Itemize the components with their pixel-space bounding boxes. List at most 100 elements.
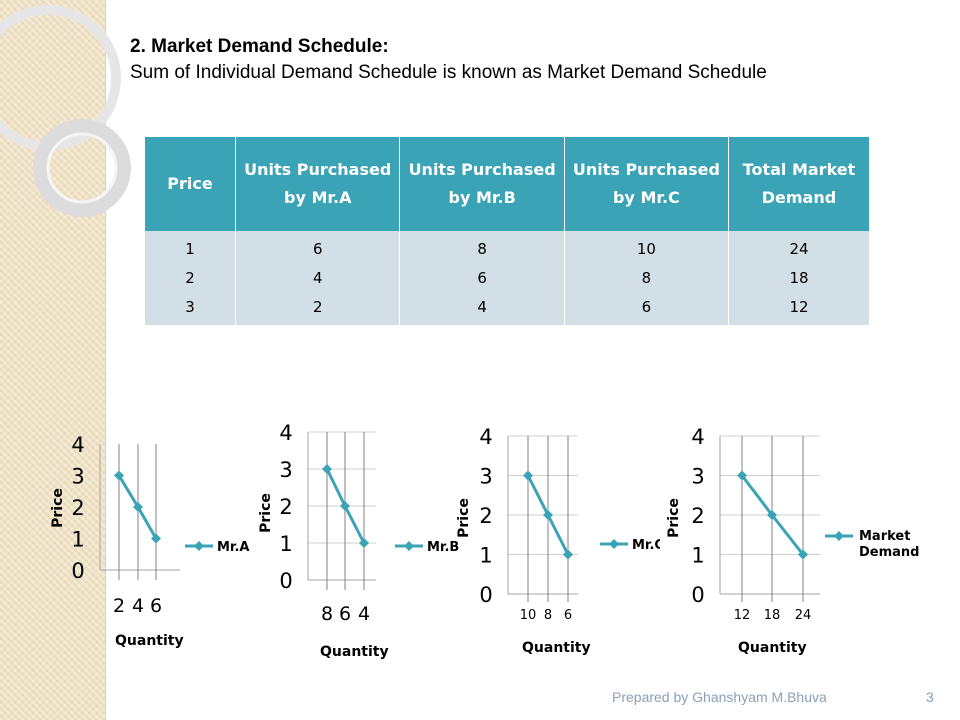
data-point bbox=[798, 549, 808, 560]
cell-value: 24 bbox=[789, 239, 809, 258]
x-axis-title: Quantity bbox=[738, 640, 807, 656]
y-tick-label: 1 bbox=[691, 544, 704, 568]
cell-mr-b: 8 6 4 bbox=[399, 231, 565, 325]
cell-total: 24 18 12 bbox=[728, 231, 869, 325]
slide-title: 2. Market Demand Schedule: bbox=[130, 36, 389, 57]
table-header-row: Price Units Purchased by Mr.A Units Purc… bbox=[145, 137, 869, 231]
x-tick-label: 4 bbox=[132, 595, 144, 617]
header-price: Price bbox=[145, 137, 236, 231]
cell-value: 6 bbox=[312, 239, 323, 258]
y-tick-label: 3 bbox=[279, 458, 292, 482]
data-point bbox=[114, 470, 124, 481]
data-point bbox=[767, 510, 777, 520]
y-tick-label: 4 bbox=[691, 425, 704, 449]
cell-value: 4 bbox=[312, 268, 323, 287]
x-axis-title: Quantity bbox=[320, 644, 389, 660]
y-axis-title: Price bbox=[258, 493, 274, 533]
data-point bbox=[133, 502, 143, 512]
x-tick-label: 6 bbox=[564, 608, 572, 623]
y-axis-title: Price bbox=[50, 488, 66, 528]
y-tick-label: 0 bbox=[479, 583, 492, 607]
header-mr-b: Units Purchased by Mr.B bbox=[399, 137, 565, 231]
y-tick-label: 2 bbox=[71, 496, 84, 520]
legend-label: Demand bbox=[859, 545, 920, 560]
deco-circle-small bbox=[33, 119, 131, 217]
data-point bbox=[359, 538, 369, 548]
y-tick-label: 1 bbox=[71, 528, 84, 552]
y-tick-label: 1 bbox=[479, 544, 492, 568]
cell-value: 10 bbox=[636, 239, 656, 258]
table-row: 1 2 3 6 4 2 8 6 4 10 8 6 24 18 1 bbox=[145, 231, 869, 325]
slide-description: Sum of Individual Demand Schedule is kno… bbox=[130, 62, 767, 83]
x-tick-label: 8 bbox=[321, 603, 333, 625]
legend-marker bbox=[834, 531, 844, 541]
y-tick-label: 0 bbox=[691, 583, 704, 607]
cell-value: 12 bbox=[789, 297, 809, 316]
y-tick-label: 4 bbox=[479, 425, 492, 449]
y-tick-label: 3 bbox=[479, 465, 492, 489]
cell-price: 1 2 3 bbox=[145, 231, 236, 325]
cell-mr-a: 6 4 2 bbox=[235, 231, 401, 325]
slide-header: 2. Market Demand Schedule: Sum of Indivi… bbox=[130, 34, 925, 86]
x-tick-label: 4 bbox=[358, 603, 370, 625]
header-mr-a: Units Purchased by Mr.A bbox=[235, 137, 401, 231]
cell-value: 1 bbox=[185, 239, 195, 258]
cell-mr-c: 10 8 6 bbox=[564, 231, 729, 325]
deco-circle-inner bbox=[46, 132, 118, 204]
data-point bbox=[563, 549, 573, 560]
y-tick-label: 0 bbox=[71, 559, 84, 583]
y-tick-label: 0 bbox=[279, 569, 292, 593]
cell-value: 3 bbox=[185, 297, 195, 316]
y-tick-label: 4 bbox=[279, 421, 292, 445]
x-tick-label: 18 bbox=[764, 608, 781, 623]
data-point bbox=[737, 470, 747, 481]
x-tick-label: 8 bbox=[544, 608, 552, 623]
data-point bbox=[322, 464, 332, 474]
header-total: Total Market Demand bbox=[728, 137, 869, 231]
data-point bbox=[523, 470, 533, 481]
y-tick-label: 3 bbox=[71, 465, 84, 489]
data-point bbox=[543, 510, 553, 520]
legend-marker bbox=[194, 541, 204, 551]
legend-label: Mr.B bbox=[427, 540, 459, 555]
y-tick-label: 4 bbox=[71, 433, 84, 457]
x-tick-label: 2 bbox=[113, 595, 125, 617]
y-tick-label: 2 bbox=[479, 504, 492, 528]
legend-label: Market bbox=[859, 529, 910, 544]
x-axis-title: Quantity bbox=[522, 640, 591, 656]
y-axis-title: Price bbox=[666, 498, 682, 538]
legend-label: Mr.C bbox=[632, 538, 660, 553]
cell-value: 6 bbox=[477, 268, 487, 287]
y-tick-label: 1 bbox=[279, 532, 292, 556]
y-tick-label: 3 bbox=[691, 465, 704, 489]
x-tick-label: 6 bbox=[339, 603, 351, 625]
y-axis-title: Price bbox=[456, 498, 472, 538]
decorative-circles bbox=[0, 5, 131, 217]
cell-value: 2 bbox=[312, 297, 323, 316]
cell-value: 18 bbox=[789, 268, 809, 287]
page-number: 3 bbox=[926, 689, 934, 705]
y-tick-label: 2 bbox=[279, 495, 292, 519]
legend-label: Mr.A bbox=[217, 540, 250, 555]
cell-value: 2 bbox=[185, 268, 195, 287]
legend-marker bbox=[404, 541, 414, 551]
x-tick-label: 12 bbox=[734, 608, 751, 623]
demand-chart-mr-c: 0 1 2 3 4 10 8 6 Price Quantity Mr.C bbox=[456, 425, 660, 656]
market-demand-table: Price Units Purchased by Mr.A Units Purc… bbox=[145, 137, 869, 325]
cell-value: 8 bbox=[477, 239, 487, 258]
x-tick-label: 10 bbox=[520, 608, 537, 623]
legend-marker bbox=[609, 539, 619, 549]
data-point bbox=[340, 501, 350, 511]
x-tick-label: 6 bbox=[150, 595, 162, 617]
y-tick-label: 2 bbox=[691, 504, 704, 528]
x-tick-label: 24 bbox=[795, 608, 812, 623]
cell-value: 4 bbox=[477, 297, 487, 316]
x-axis-title: Quantity bbox=[115, 633, 184, 649]
cell-value: 6 bbox=[641, 297, 652, 316]
cell-value: 8 bbox=[641, 268, 652, 287]
data-point bbox=[151, 533, 161, 544]
footer-credit: Prepared by Ghanshyam M.Bhuva bbox=[612, 689, 827, 705]
